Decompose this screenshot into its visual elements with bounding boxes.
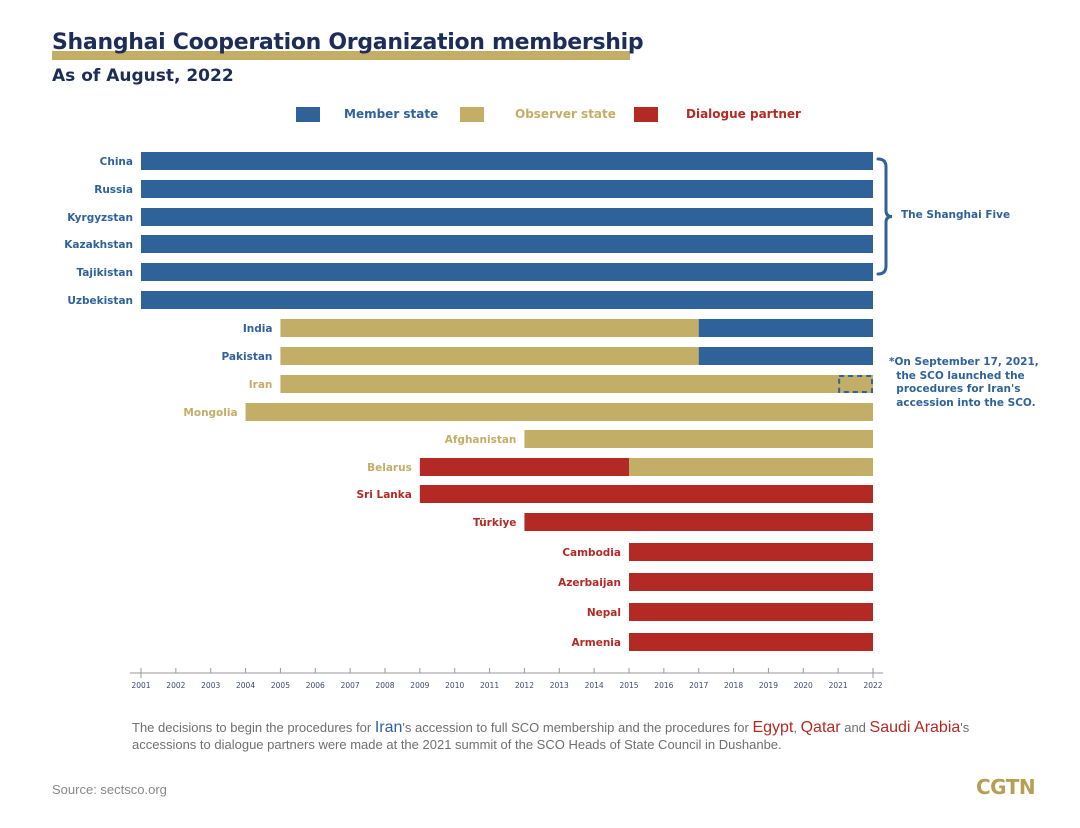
x-tick-label: 2014 (585, 681, 604, 690)
country-label: Kyrgyzstan (67, 212, 133, 224)
x-tick-label: 2018 (724, 681, 743, 690)
footnote-egypt: Egypt (752, 719, 794, 736)
legend-swatch-observer (460, 106, 484, 122)
bar-segment-mongolia-observer (245, 403, 874, 421)
country-label: Pakistan (222, 351, 273, 363)
country-label: Kazakhstan (64, 239, 133, 251)
x-tick-label: 2021 (829, 681, 848, 690)
x-tick-label: 2002 (166, 681, 185, 690)
country-label: Türkiye (473, 517, 516, 529)
bar-segment-sri-lanka-dialogue (419, 485, 873, 503)
country-label: India (243, 323, 273, 335)
bar-segment-russia-member (141, 180, 873, 198)
x-tick-label: 2015 (619, 681, 638, 690)
bar-segment-afghanistan-observer (524, 430, 873, 448)
x-tick-label: 2003 (201, 681, 220, 690)
footnote-and: and (840, 720, 870, 735)
bar-segment-belarus-observer (629, 458, 873, 476)
shanghai-five-brace-icon (876, 157, 893, 276)
footnote: The decisions to begin the procedures fo… (132, 719, 972, 753)
legend-label-member: Member state (344, 107, 439, 121)
x-tick-label: 2016 (654, 681, 673, 690)
x-tick-label: 2009 (410, 681, 429, 690)
bar-segment-azerbaijan-dialogue (629, 573, 873, 591)
bar-segment-uzbekistan-member (141, 291, 873, 309)
footnote-qatar: Qatar (800, 719, 841, 736)
country-label: Afghanistan (445, 434, 517, 446)
legend-label-observer: Observer state (515, 107, 616, 121)
legend-observer: Observer state (460, 106, 616, 122)
footnote-comma: , (793, 720, 801, 735)
title-underline (52, 51, 630, 60)
footnote-iran: Iran (374, 719, 403, 736)
legend-member: Member state (296, 106, 438, 122)
x-tick-label: 2011 (480, 681, 499, 690)
x-tick-label: 2006 (306, 681, 325, 690)
country-label: Russia (94, 184, 133, 196)
x-tick-label: 2020 (794, 681, 813, 690)
country-label: Uzbekistan (67, 295, 133, 307)
legend-swatch-dialogue (634, 106, 658, 122)
bar-segment-nepal-dialogue (629, 603, 873, 621)
x-tick-label: 2010 (445, 681, 464, 690)
cgtn-logo: CGTN (976, 775, 1036, 799)
bar-segment-pakistan-observer (280, 347, 699, 365)
legend-label-dialogue: Dialogue partner (686, 107, 801, 121)
x-tick-label: 2001 (131, 681, 150, 690)
bar-segment-india-observer (280, 319, 699, 337)
chart-title: Shanghai Cooperation Organization member… (52, 30, 644, 55)
footnote-text-3: 's accessions to dialogue partners were … (132, 720, 970, 752)
x-tick-label: 2013 (550, 681, 569, 690)
country-label: Iran (249, 379, 273, 391)
bar-segment-india-member (698, 319, 873, 337)
legend-dialogue: Dialogue partner (634, 106, 801, 122)
chart-subtitle: As of August, 2022 (52, 66, 234, 86)
bar-segment-pakistan-member (698, 347, 873, 365)
footnote-saudi: Saudi Arabia (869, 719, 961, 736)
country-label: Azerbaijan (558, 577, 621, 589)
x-tick-label: 2004 (236, 681, 255, 690)
footnote-text-2: 's accession to full SCO membership and … (402, 720, 753, 735)
bar-segment-kazakhstan-member (141, 235, 873, 253)
country-label: Cambodia (562, 547, 621, 559)
country-label: Nepal (587, 607, 621, 619)
x-tick-label: 2007 (341, 681, 360, 690)
x-tick-label: 2005 (271, 681, 290, 690)
bar-segment-türkiye-dialogue (524, 513, 873, 531)
country-label: Sri Lanka (357, 489, 412, 501)
bar-segment-armenia-dialogue (629, 633, 873, 651)
bar-segment-tajikistan-member (141, 263, 873, 281)
x-tick-label: 2022 (863, 681, 882, 690)
country-label: China (100, 156, 133, 168)
source-text: Source: sectsco.org (52, 782, 167, 797)
bar-segment-china-member (141, 152, 873, 170)
x-tick-label: 2012 (515, 681, 534, 690)
bar-segment-belarus-dialogue (419, 458, 629, 476)
country-label: Tajikistan (76, 267, 133, 279)
footnote-text-1: The decisions to begin the procedures fo… (132, 720, 375, 735)
bar-segment-kyrgyzstan-member (141, 208, 873, 226)
iran-accession-dashed-box (838, 375, 874, 393)
country-label: Armenia (571, 637, 621, 649)
x-tick-label: 2017 (689, 681, 708, 690)
country-label: Mongolia (183, 407, 237, 419)
x-tick-label: 2019 (759, 681, 778, 690)
bar-segment-iran-observer (280, 375, 873, 393)
legend-swatch-member (296, 106, 320, 122)
country-label: Belarus (367, 462, 412, 474)
x-tick-label: 2008 (375, 681, 394, 690)
shanghai-five-label: The Shanghai Five (901, 209, 1011, 221)
iran-note: *On September 17, 2021, the SCO launched… (889, 356, 1039, 409)
bar-segment-cambodia-dialogue (629, 543, 873, 561)
